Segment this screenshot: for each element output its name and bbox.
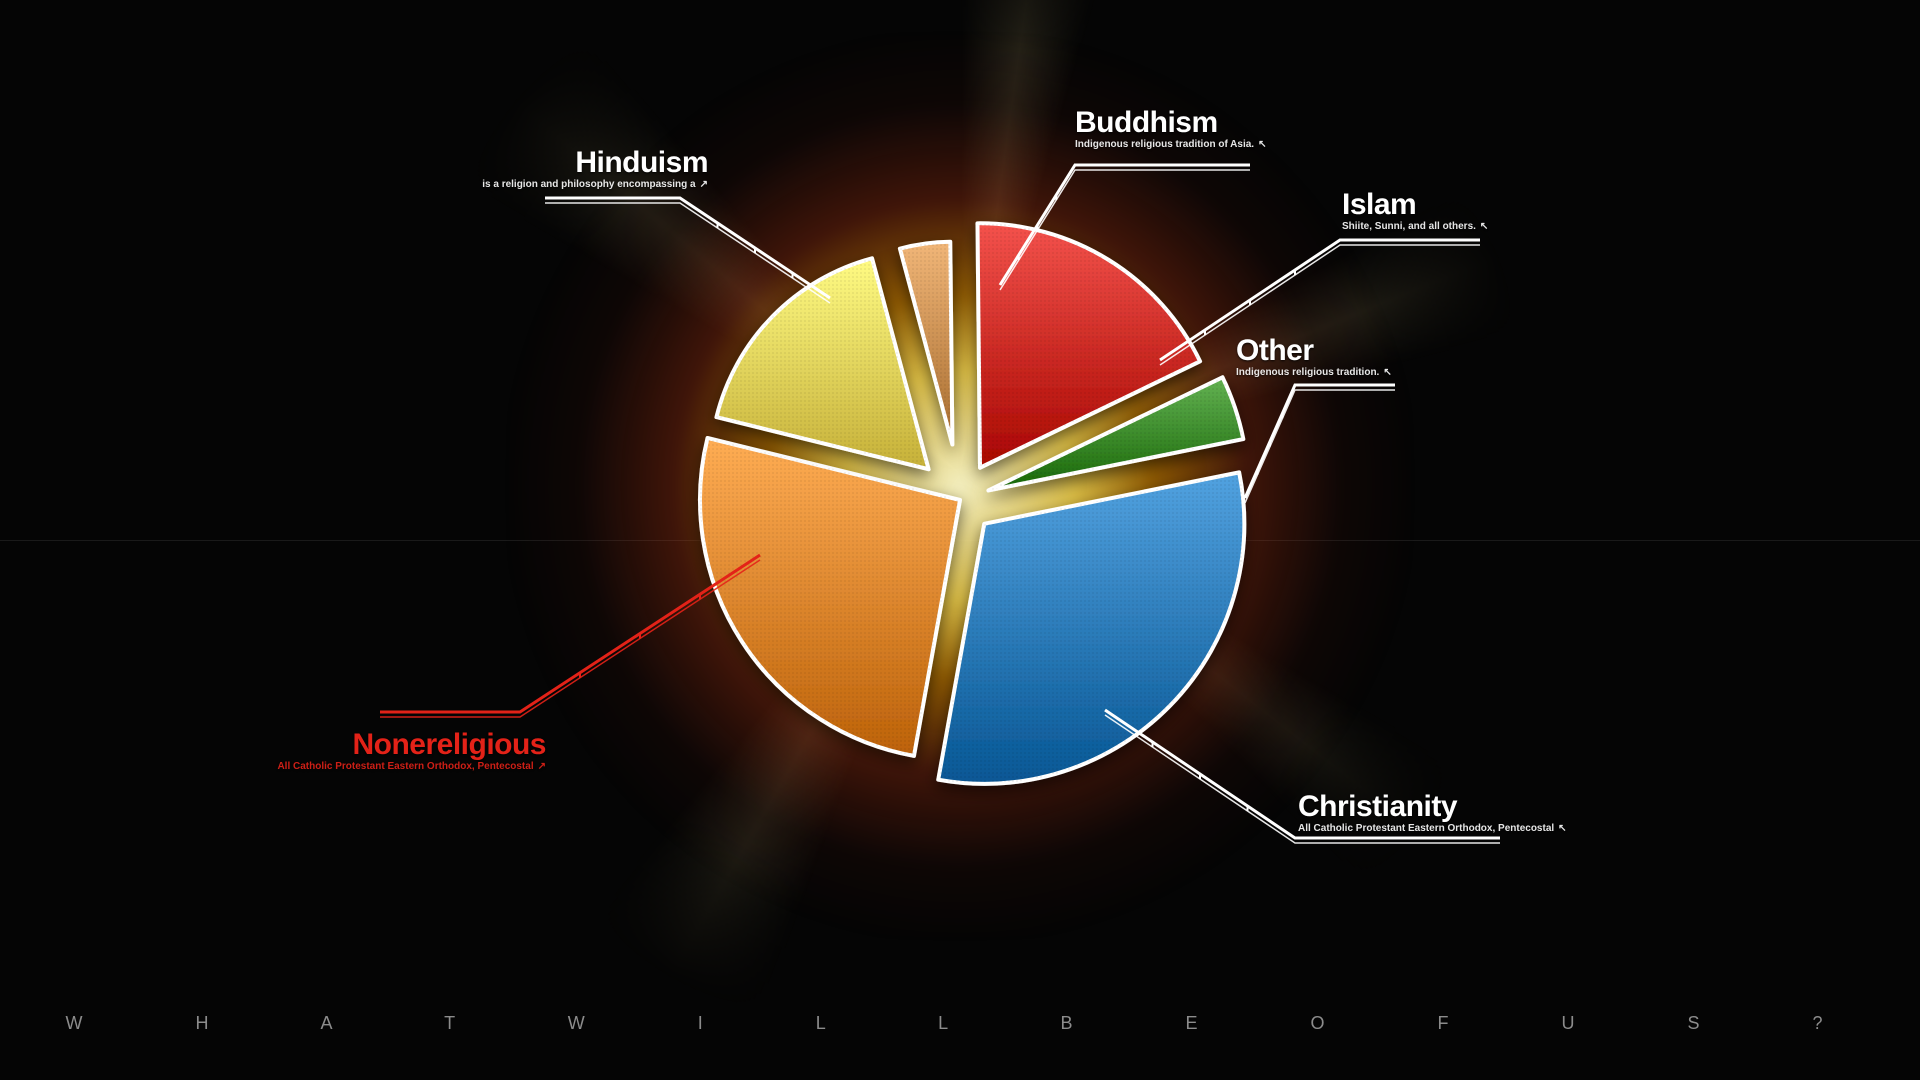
label-sub-christianity: All Catholic Protestant Eastern Orthodox…	[1298, 824, 1567, 834]
label-buddhism: Buddhism Indigenous religious tradition o…	[1075, 108, 1266, 150]
leader-line-nonreligious	[380, 555, 760, 712]
label-title-islam: Islam	[1342, 190, 1488, 220]
label-title-hinduism: Hinduism	[482, 148, 708, 178]
label-title-buddhism: Buddhism	[1075, 108, 1266, 138]
slice-nonreligious	[700, 438, 960, 756]
label-hinduism: Hinduism is a religion and philosophy enc…	[482, 148, 708, 190]
arrow-icon: ↗	[700, 180, 708, 190]
leader-line-nonreligious	[380, 560, 760, 717]
arrow-icon: ↖	[1383, 368, 1391, 378]
label-nonreligious: Nonereligious All Catholic Protestant Eas…	[277, 730, 546, 772]
label-sub-other: Indigenous religious tradition.↖	[1236, 368, 1392, 378]
leader-line-hinduism	[545, 203, 830, 303]
arrow-icon: ↗	[538, 762, 546, 772]
arrow-icon: ↖	[1258, 140, 1266, 150]
label-title-christianity: Christianity	[1298, 792, 1567, 822]
label-other: Other Indigenous religious tradition.↖	[1236, 336, 1392, 378]
label-christianity: Christianity All Catholic Protestant East…	[1298, 792, 1567, 834]
label-islam: Islam Shiite, Sunni, and all others.↖	[1342, 190, 1488, 232]
label-title-other: Other	[1236, 336, 1392, 366]
leader-line-hinduism	[545, 198, 830, 298]
label-sub-islam: Shiite, Sunni, and all others.↖	[1342, 222, 1488, 232]
arrow-icon: ↖	[1558, 824, 1566, 834]
label-sub-buddhism: Indigenous religious tradition of Asia.↖	[1075, 140, 1266, 150]
arrow-icon: ↖	[1480, 222, 1488, 232]
label-title-nonreligious: Nonereligious	[277, 730, 546, 760]
label-sub-hinduism: is a religion and philosophy encompassin…	[482, 180, 708, 190]
infographic-stage: { "canvas": { "width": 1920, "height": 1…	[0, 0, 1920, 1080]
label-sub-nonreligious: All Catholic Protestant Eastern Orthodox…	[277, 762, 546, 772]
footer-caption: W H A T W I L L B E O F U S ?	[0, 1013, 1920, 1034]
slice-hinduism	[716, 258, 928, 469]
slice-christianity	[938, 472, 1244, 783]
pie-chart	[0, 0, 1920, 1080]
leader-line-other	[1245, 385, 1395, 498]
